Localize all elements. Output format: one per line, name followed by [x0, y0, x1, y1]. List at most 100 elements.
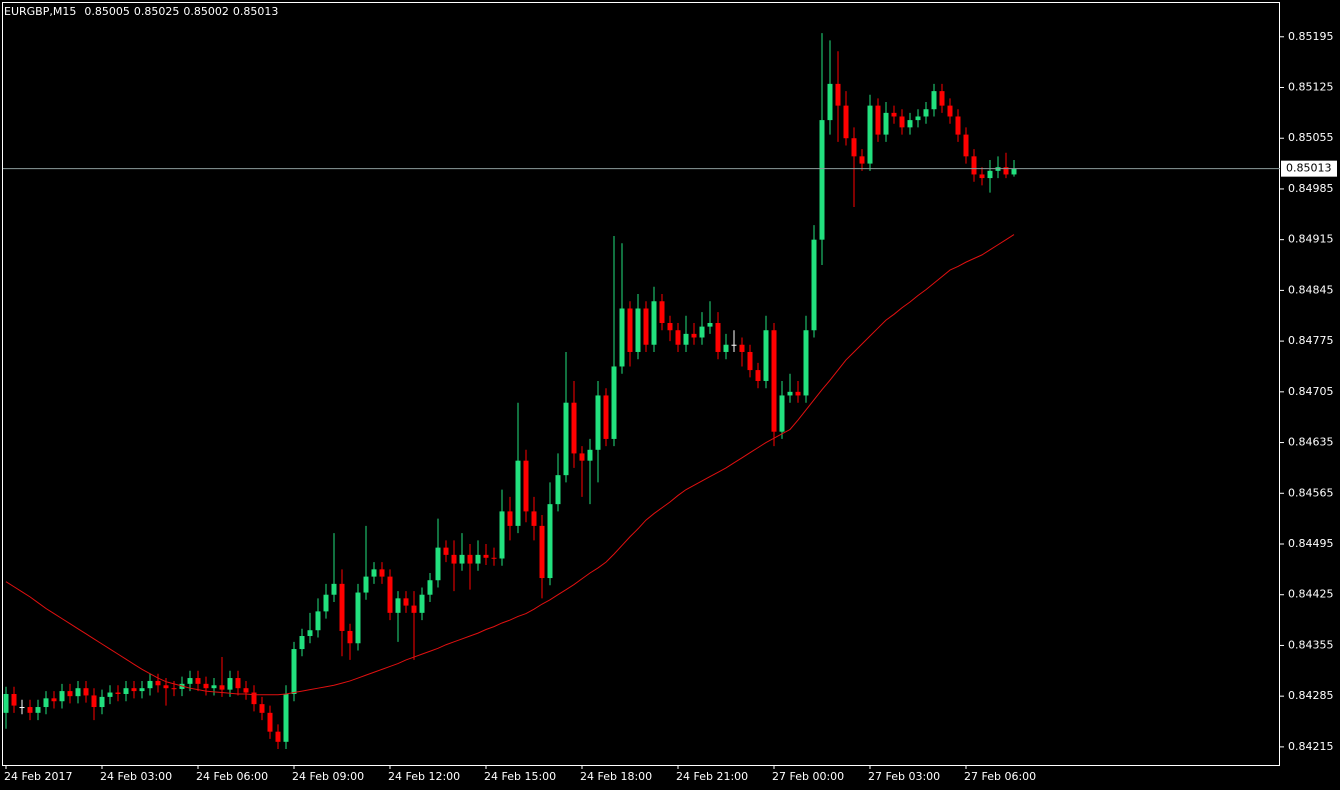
- candle-body: [731, 344, 737, 346]
- candle-body: [371, 569, 377, 577]
- y-tick-label: 0.85055: [1288, 131, 1334, 144]
- header-high: 0.85025: [134, 5, 180, 18]
- candle-body: [395, 598, 401, 613]
- candle-body: [147, 680, 153, 689]
- candle-body: [51, 698, 57, 702]
- x-tick-label: 24 Feb 21:00: [676, 770, 748, 783]
- candle-body: [699, 326, 705, 338]
- candle-body: [883, 112, 889, 135]
- x-tick-label: 24 Feb 12:00: [388, 770, 460, 783]
- candle-body: [243, 688, 249, 693]
- candle-body: [491, 557, 497, 559]
- candle-body: [459, 554, 465, 564]
- x-tick-label: 24 Feb 15:00: [484, 770, 556, 783]
- candle-body: [171, 688, 177, 690]
- candle-body: [91, 695, 97, 708]
- candle-body: [283, 693, 289, 742]
- candle-body: [523, 460, 529, 512]
- candle-body: [691, 333, 697, 338]
- candle-body: [387, 576, 393, 613]
- candle-body: [715, 322, 721, 352]
- x-tick-label: 24 Feb 09:00: [292, 770, 364, 783]
- y-tick-label: 0.84215: [1288, 740, 1334, 753]
- y-tick-label: 0.84355: [1288, 638, 1334, 651]
- y-tick-label: 0.84985: [1288, 182, 1334, 195]
- candle-body: [659, 301, 665, 323]
- candle-body: [211, 685, 217, 689]
- candle-body: [843, 105, 849, 139]
- candle-body: [939, 91, 945, 106]
- candle-body: [235, 678, 241, 689]
- candle-body: [811, 239, 817, 331]
- candle-body: [859, 156, 865, 164]
- header-low: 0.85002: [183, 5, 229, 18]
- candle-body: [531, 511, 537, 526]
- candle-body: [739, 344, 745, 352]
- candle-body: [747, 351, 753, 371]
- candle-body: [27, 707, 33, 713]
- y-tick-label: 0.85195: [1288, 30, 1334, 43]
- candle-body: [19, 707, 25, 709]
- header-close: 0.85013: [233, 5, 279, 18]
- candle-body: [355, 592, 361, 644]
- candle-body: [227, 678, 233, 690]
- candle-body: [59, 691, 65, 702]
- candle-body: [891, 112, 897, 117]
- candle-body: [587, 449, 593, 461]
- x-tick-label: 27 Feb 00:00: [772, 770, 844, 783]
- x-tick-label: 24 Feb 18:00: [580, 770, 652, 783]
- candle-body: [107, 692, 113, 697]
- y-tick-label: 0.84635: [1288, 436, 1334, 449]
- candle-body: [563, 402, 569, 476]
- candle-body: [315, 611, 321, 631]
- candle-body: [979, 174, 985, 179]
- price-label: 0.85013: [1286, 162, 1332, 175]
- candle-body: [675, 330, 681, 345]
- moving-average: [5, 234, 1015, 696]
- candle-body: [379, 569, 385, 577]
- candle-body: [931, 91, 937, 110]
- price-label-box: [1281, 160, 1337, 177]
- y-tick-label: 0.84705: [1288, 385, 1334, 398]
- candle-body: [835, 83, 841, 106]
- candle-body: [3, 693, 9, 713]
- candle-body: [139, 688, 145, 692]
- candle-body: [443, 547, 449, 555]
- candle-body: [323, 594, 329, 612]
- candle-body: [603, 395, 609, 439]
- y-tick-label: 0.85125: [1288, 81, 1334, 94]
- candle-body: [515, 460, 521, 526]
- candle-body: [723, 344, 729, 352]
- candle-body: [619, 308, 625, 367]
- candle-body: [99, 696, 105, 708]
- candle-body: [339, 583, 345, 631]
- candle-body: [331, 583, 337, 595]
- y-tick-label: 0.84425: [1288, 588, 1334, 601]
- candle-body: [1011, 168, 1017, 175]
- x-tick-label: 24 Feb 03:00: [100, 770, 172, 783]
- x-tick-label: 24 Feb 2017: [4, 770, 72, 783]
- candle-body: [267, 712, 273, 732]
- candle-body: [363, 576, 369, 593]
- candle-body: [75, 688, 81, 697]
- candle-body: [915, 116, 921, 121]
- candle-body: [627, 308, 633, 352]
- candle-body: [347, 630, 353, 644]
- candle-body: [971, 156, 977, 175]
- plot-frame: [2, 2, 1280, 766]
- candle-body: [219, 685, 225, 690]
- x-tick-label: 24 Feb 06:00: [196, 770, 268, 783]
- candle-body: [651, 301, 657, 345]
- symbol: EURGBP,M15: [4, 5, 76, 18]
- y-tick-label: 0.84495: [1288, 537, 1334, 550]
- candle-body: [795, 391, 801, 396]
- chart-header: EURGBP,M15 0.85005 0.85025 0.85002 0.85013: [4, 5, 278, 18]
- candle-body: [707, 322, 713, 327]
- candle-body: [955, 116, 961, 135]
- candle-body: [467, 554, 473, 564]
- candle-body: [867, 105, 873, 164]
- candle-body: [779, 395, 785, 432]
